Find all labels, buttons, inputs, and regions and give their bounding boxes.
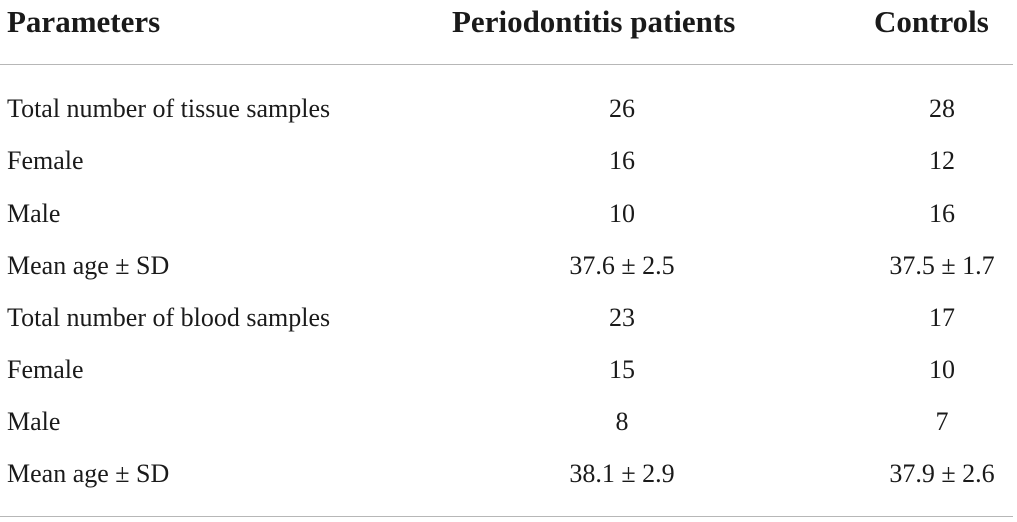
table-row: Mean age ± SD 38.1 ± 2.9 37.9 ± 2.6	[0, 454, 1017, 494]
row-parameter: Male	[7, 407, 61, 436]
table-header: Parameters Periodontitis patients Contro…	[0, 0, 1017, 44]
row-parameter: Female	[7, 355, 84, 384]
row-parameter: Male	[7, 199, 61, 228]
row-periodontitis-value: 38.1 ± 2.9	[569, 459, 675, 488]
table-row: Female 15 10	[0, 350, 1017, 390]
row-controls-value: 7	[935, 407, 949, 436]
row-parameter: Total number of tissue samples	[7, 94, 331, 123]
row-periodontitis-value: 23	[609, 303, 635, 332]
table-row: Total number of tissue samples 26 28	[0, 89, 1017, 129]
table-row: Male 8 7	[0, 402, 1017, 442]
row-controls-value: 37.9 ± 2.6	[889, 459, 995, 488]
row-periodontitis-value: 26	[609, 94, 635, 123]
row-parameter: Mean age ± SD	[7, 251, 170, 280]
row-periodontitis-value: 8	[615, 407, 629, 436]
row-periodontitis-value: 10	[609, 199, 635, 228]
table-row: Mean age ± SD 37.6 ± 2.5 37.5 ± 1.7	[0, 246, 1017, 286]
table-row: Total number of blood samples 23 17	[0, 298, 1017, 338]
row-parameter: Female	[7, 146, 84, 175]
table-bottom-rule	[0, 516, 1013, 517]
row-parameter: Total number of blood samples	[7, 303, 331, 332]
header-controls: Controls	[874, 4, 989, 39]
row-periodontitis-value: 37.6 ± 2.5	[569, 251, 675, 280]
table-row: Female 16 12	[0, 141, 1017, 181]
header-divider	[0, 64, 1013, 65]
row-controls-value: 28	[929, 94, 955, 123]
header-parameters: Parameters	[7, 4, 161, 39]
row-controls-value: 12	[929, 146, 955, 175]
header-periodontitis-patients: Periodontitis patients	[452, 4, 736, 39]
row-parameter: Mean age ± SD	[7, 459, 170, 488]
row-controls-value: 10	[929, 355, 955, 384]
row-periodontitis-value: 16	[609, 146, 635, 175]
row-controls-value: 37.5 ± 1.7	[889, 251, 995, 280]
row-periodontitis-value: 15	[609, 355, 635, 384]
row-controls-value: 16	[929, 199, 955, 228]
table-row: Male 10 16	[0, 194, 1017, 234]
row-controls-value: 17	[929, 303, 955, 332]
